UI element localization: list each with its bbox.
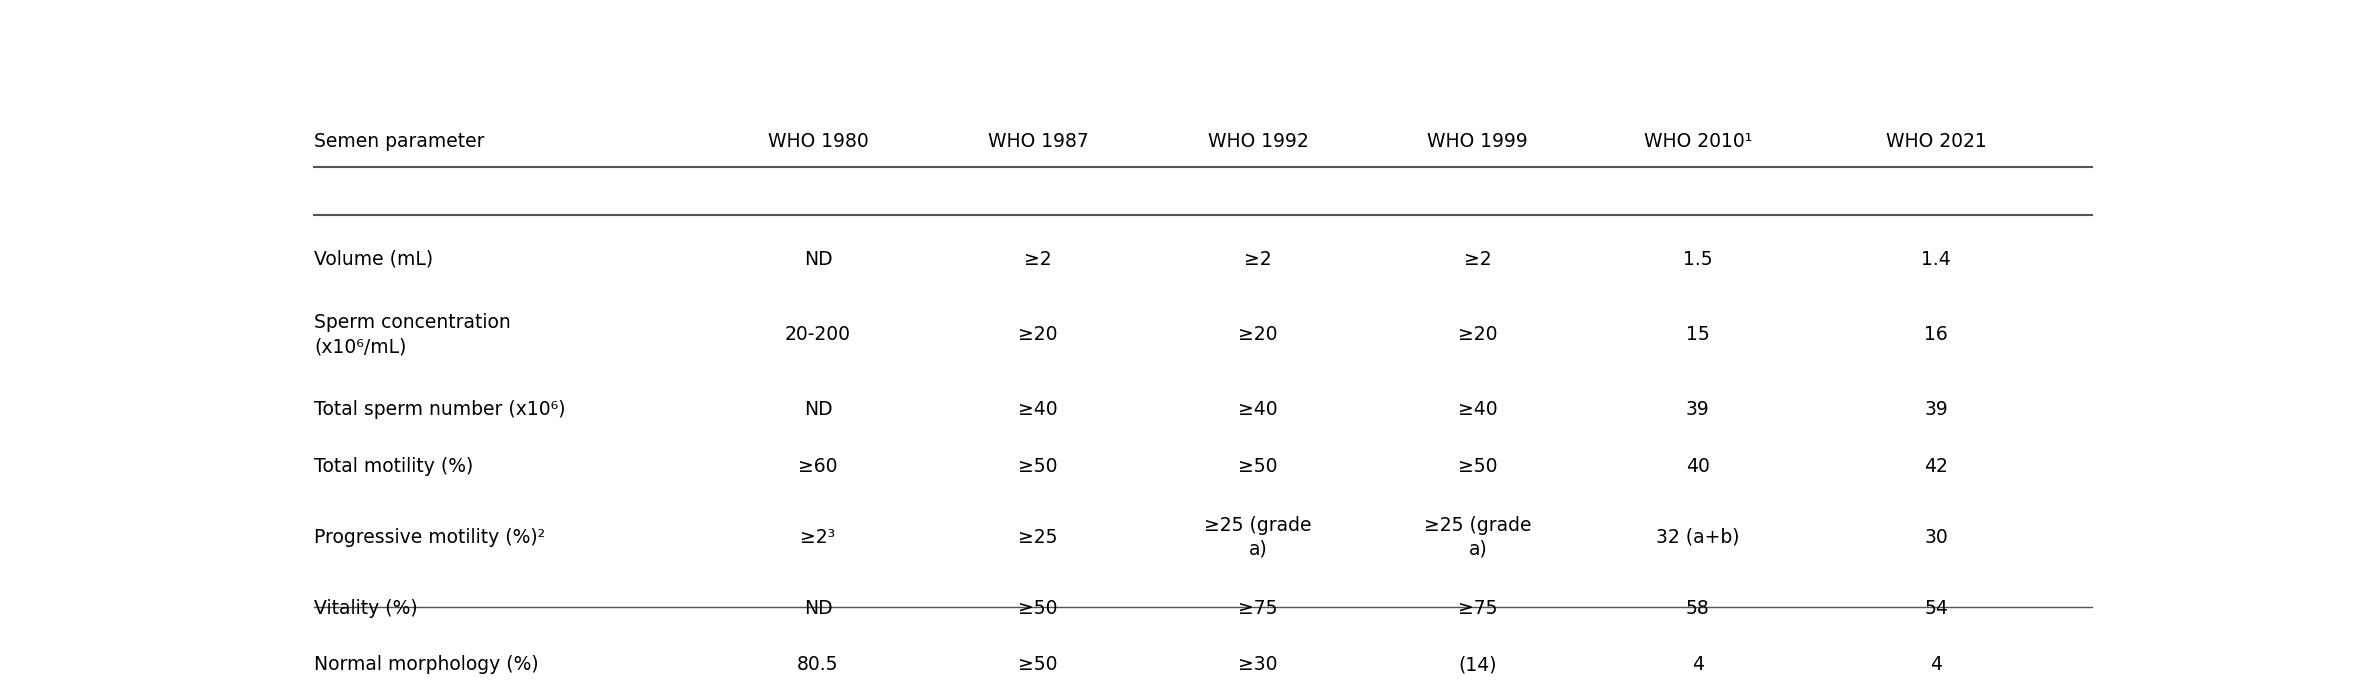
Text: ≥25 (grade
a): ≥25 (grade a) xyxy=(1424,516,1533,559)
Text: Total motility (%): Total motility (%) xyxy=(315,457,473,475)
Text: (14): (14) xyxy=(1459,655,1497,674)
Text: ≥75: ≥75 xyxy=(1239,599,1277,618)
Text: ND: ND xyxy=(804,599,832,618)
Text: 15: 15 xyxy=(1686,325,1710,344)
Text: Vitality (%): Vitality (%) xyxy=(315,599,419,618)
Text: WHO 1980: WHO 1980 xyxy=(769,132,868,151)
Text: WHO 2021: WHO 2021 xyxy=(1885,132,1987,151)
Text: ND: ND xyxy=(804,400,832,419)
Text: ≥20: ≥20 xyxy=(1239,325,1277,344)
Text: ≥40: ≥40 xyxy=(1017,400,1057,419)
Text: Semen parameter: Semen parameter xyxy=(315,132,485,151)
Text: 16: 16 xyxy=(1925,325,1949,344)
Text: 58: 58 xyxy=(1686,599,1710,618)
Text: ≥75: ≥75 xyxy=(1459,599,1497,618)
Text: ≥60: ≥60 xyxy=(799,457,837,475)
Text: 32 (a+b): 32 (a+b) xyxy=(1656,528,1741,546)
Text: 1.4: 1.4 xyxy=(1920,250,1951,269)
Text: 42: 42 xyxy=(1925,457,1949,475)
Text: ≥50: ≥50 xyxy=(1459,457,1497,475)
Text: WHO 1987: WHO 1987 xyxy=(989,132,1088,151)
Text: 20-200: 20-200 xyxy=(785,325,851,344)
Text: ≥2: ≥2 xyxy=(1244,250,1272,269)
Text: Normal morphology (%): Normal morphology (%) xyxy=(315,655,539,674)
Text: ≥40: ≥40 xyxy=(1237,400,1277,419)
Text: 39: 39 xyxy=(1925,400,1949,419)
Text: WHO 1999: WHO 1999 xyxy=(1428,132,1528,151)
Text: ≥25 (grade
a): ≥25 (grade a) xyxy=(1204,516,1313,559)
Text: ≥30: ≥30 xyxy=(1239,655,1277,674)
Text: 40: 40 xyxy=(1686,457,1710,475)
Text: 80.5: 80.5 xyxy=(797,655,840,674)
Text: ≥40: ≥40 xyxy=(1457,400,1497,419)
Text: Sperm concentration
(x10⁶/mL): Sperm concentration (x10⁶/mL) xyxy=(315,313,511,356)
Text: Progressive motility (%)²: Progressive motility (%)² xyxy=(315,528,544,546)
Text: ≥50: ≥50 xyxy=(1239,457,1277,475)
Text: ≥50: ≥50 xyxy=(1019,655,1057,674)
Text: WHO 2010¹: WHO 2010¹ xyxy=(1644,132,1752,151)
Text: 1.5: 1.5 xyxy=(1684,250,1712,269)
Text: 39: 39 xyxy=(1686,400,1710,419)
Text: ≥20: ≥20 xyxy=(1019,325,1057,344)
Text: Total sperm number (x10⁶): Total sperm number (x10⁶) xyxy=(315,400,565,419)
Text: 54: 54 xyxy=(1925,599,1949,618)
Text: ≥2: ≥2 xyxy=(1024,250,1052,269)
Text: 4: 4 xyxy=(1691,655,1703,674)
Text: ≥50: ≥50 xyxy=(1019,599,1057,618)
Text: ≥25: ≥25 xyxy=(1019,528,1057,546)
Text: 4: 4 xyxy=(1930,655,1942,674)
Text: ≥2: ≥2 xyxy=(1464,250,1492,269)
Text: WHO 1992: WHO 1992 xyxy=(1209,132,1308,151)
Text: ND: ND xyxy=(804,250,832,269)
Text: Volume (mL): Volume (mL) xyxy=(315,250,433,269)
Text: ≥50: ≥50 xyxy=(1019,457,1057,475)
Text: 30: 30 xyxy=(1925,528,1949,546)
Text: ≥2³: ≥2³ xyxy=(799,528,835,546)
Text: ≥20: ≥20 xyxy=(1459,325,1497,344)
